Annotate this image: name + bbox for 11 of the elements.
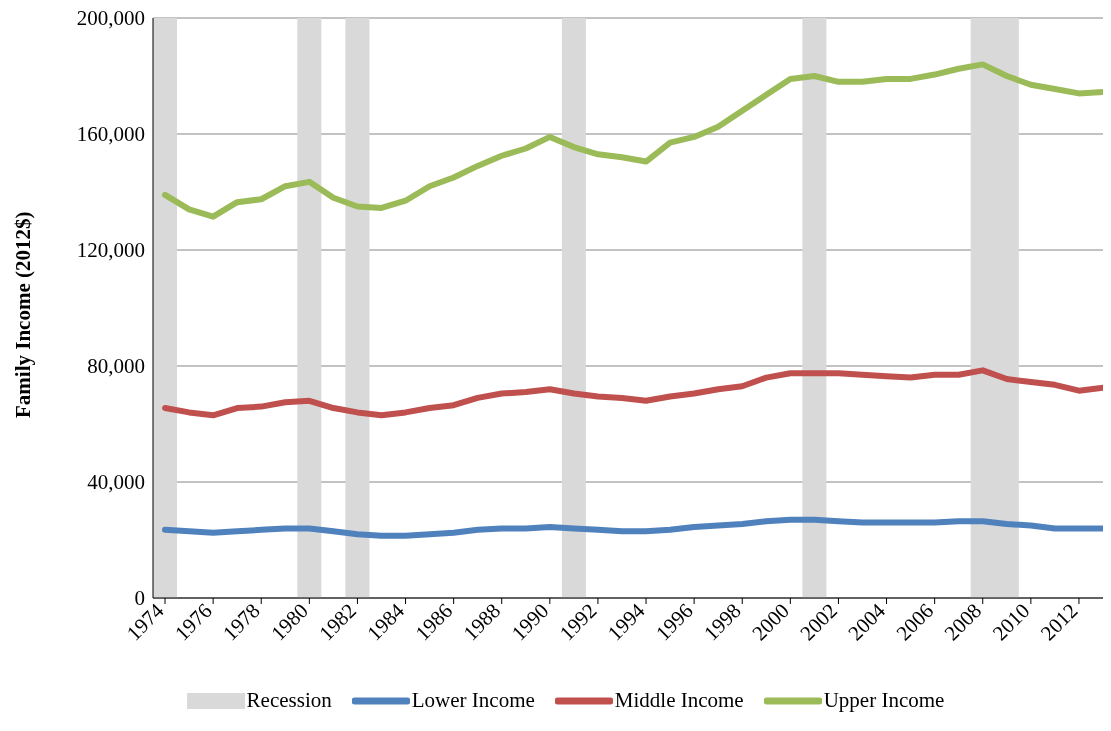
legend-label: Lower Income — [411, 688, 535, 713]
y-axis-title: Family Income (2012$) — [11, 211, 36, 418]
y-tick-label: 80,000 — [87, 354, 145, 379]
legend-label: Middle Income — [614, 688, 744, 713]
y-tick-label: 40,000 — [87, 470, 145, 495]
y-tick-label: 120,000 — [76, 238, 145, 263]
legend-label: Upper Income — [823, 688, 945, 713]
y-tick-label: 160,000 — [76, 122, 145, 147]
y-tick-label: 0 — [134, 586, 145, 611]
legend-label: Recession — [246, 688, 332, 713]
y-tick-label: 200,000 — [76, 6, 145, 31]
